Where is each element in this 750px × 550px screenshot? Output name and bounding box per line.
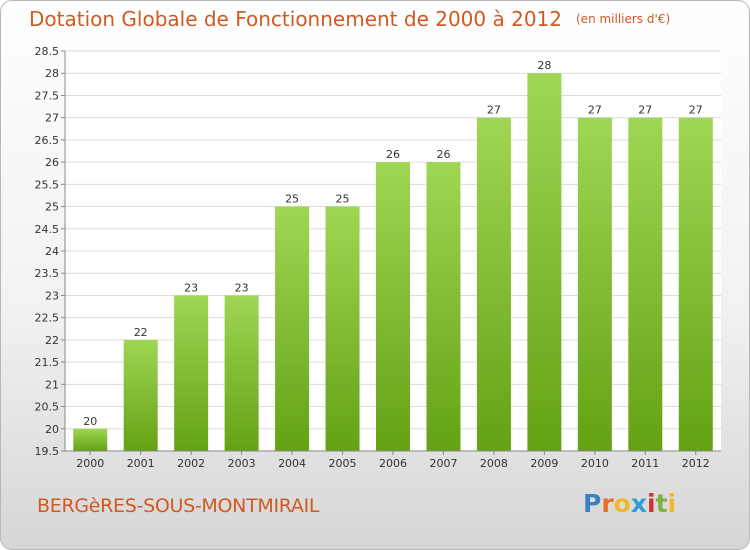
logo-letter: x: [630, 489, 647, 518]
logo-letter: r: [601, 489, 614, 518]
y-tick-label: 26.5: [35, 134, 60, 147]
y-tick-label: 19.5: [35, 445, 60, 458]
y-tick-label: 28: [45, 67, 59, 80]
logo-letter: i: [647, 489, 656, 518]
bar-2006: [376, 162, 410, 451]
y-tick-label: 27: [45, 112, 59, 125]
x-tick-label: 2002: [177, 457, 205, 470]
commune-name: BERGèRES-SOUS-MONTMIRAIL: [37, 495, 320, 517]
bar-2001: [123, 339, 158, 451]
x-tick-label: 2009: [530, 457, 558, 470]
x-tick-label: 2003: [228, 457, 256, 470]
x-tick-label: 2011: [631, 457, 659, 470]
bar-value-label: 22: [134, 326, 148, 339]
bar-value-label: 27: [689, 104, 703, 117]
bar-value-label: 27: [487, 104, 501, 117]
y-tick-label: 24.5: [35, 223, 60, 236]
logo-letter: t: [655, 489, 668, 518]
y-tick-label: 21.5: [35, 356, 60, 369]
y-tick-label: 25.5: [35, 178, 60, 191]
logo-letter: P: [583, 489, 602, 518]
y-tick-label: 26: [45, 156, 59, 169]
bar-value-label: 23: [184, 281, 198, 294]
bar-value-label: 23: [235, 281, 249, 294]
chart-title-text: Dotation Globale de Fonctionnement de 20…: [29, 7, 562, 31]
bar-2012: [678, 117, 713, 452]
bar-2010: [577, 117, 612, 452]
y-tick-label: 20.5: [35, 401, 60, 414]
logo-letter: o: [613, 489, 631, 518]
bar-2003: [224, 295, 259, 451]
x-tick-label: 2001: [127, 457, 155, 470]
y-tick-label: 22: [45, 334, 59, 347]
bar-value-label: 27: [588, 104, 602, 117]
bar-value-label: 28: [537, 59, 551, 72]
x-tick-label: 2000: [76, 457, 104, 470]
unit-note: (en milliers d'€): [576, 12, 671, 26]
bar-2005: [325, 206, 360, 451]
x-tick-label: 2005: [329, 457, 357, 470]
bar-2008: [476, 117, 511, 452]
x-tick-label: 2004: [278, 457, 306, 470]
y-tick-label: 28.5: [35, 45, 60, 58]
bar-value-label: 26: [436, 148, 450, 161]
x-tick-label: 2012: [682, 457, 710, 470]
bar-2007: [426, 162, 461, 451]
bars: 20 22 23 23 25 25 26 26 27 28 27 27 27: [73, 59, 713, 452]
bar-value-label: 20: [83, 415, 97, 428]
y-tick-label: 21: [45, 378, 59, 391]
proxiti-logo: Proxiti: [583, 489, 676, 518]
bar-value-label: 26: [386, 148, 400, 161]
x-tick-label: 2007: [429, 457, 457, 470]
y-tick-label: 23: [45, 289, 59, 302]
x-tick-label: 2008: [480, 457, 508, 470]
axes: 19.5 20 20.5 21 21.5 22 22.5 23 23.5 24 24.5 25 25.5…: [35, 45, 721, 470]
bar-value-label: 25: [336, 193, 350, 206]
y-tick-label: 27.5: [35, 89, 60, 102]
bar-value-label: 25: [285, 193, 299, 206]
bar-2011: [628, 117, 663, 452]
y-tick-label: 24: [45, 245, 59, 258]
y-tick-label: 25: [45, 201, 59, 214]
bar-2009: [527, 73, 562, 451]
logo-letter: i: [667, 489, 677, 518]
x-tick-label: 2006: [379, 457, 407, 470]
y-tick-label: 20: [45, 423, 59, 436]
bar-2000: [73, 428, 108, 451]
bar-value-label: 27: [638, 104, 652, 117]
bar-2004: [275, 206, 310, 451]
chart-title: Dotation Globale de Fonctionnement de 20…: [29, 7, 670, 31]
y-tick-label: 22.5: [35, 312, 60, 325]
bar-2002: [174, 295, 209, 451]
x-tick-label: 2010: [581, 457, 609, 470]
y-tick-label: 23.5: [35, 267, 60, 280]
